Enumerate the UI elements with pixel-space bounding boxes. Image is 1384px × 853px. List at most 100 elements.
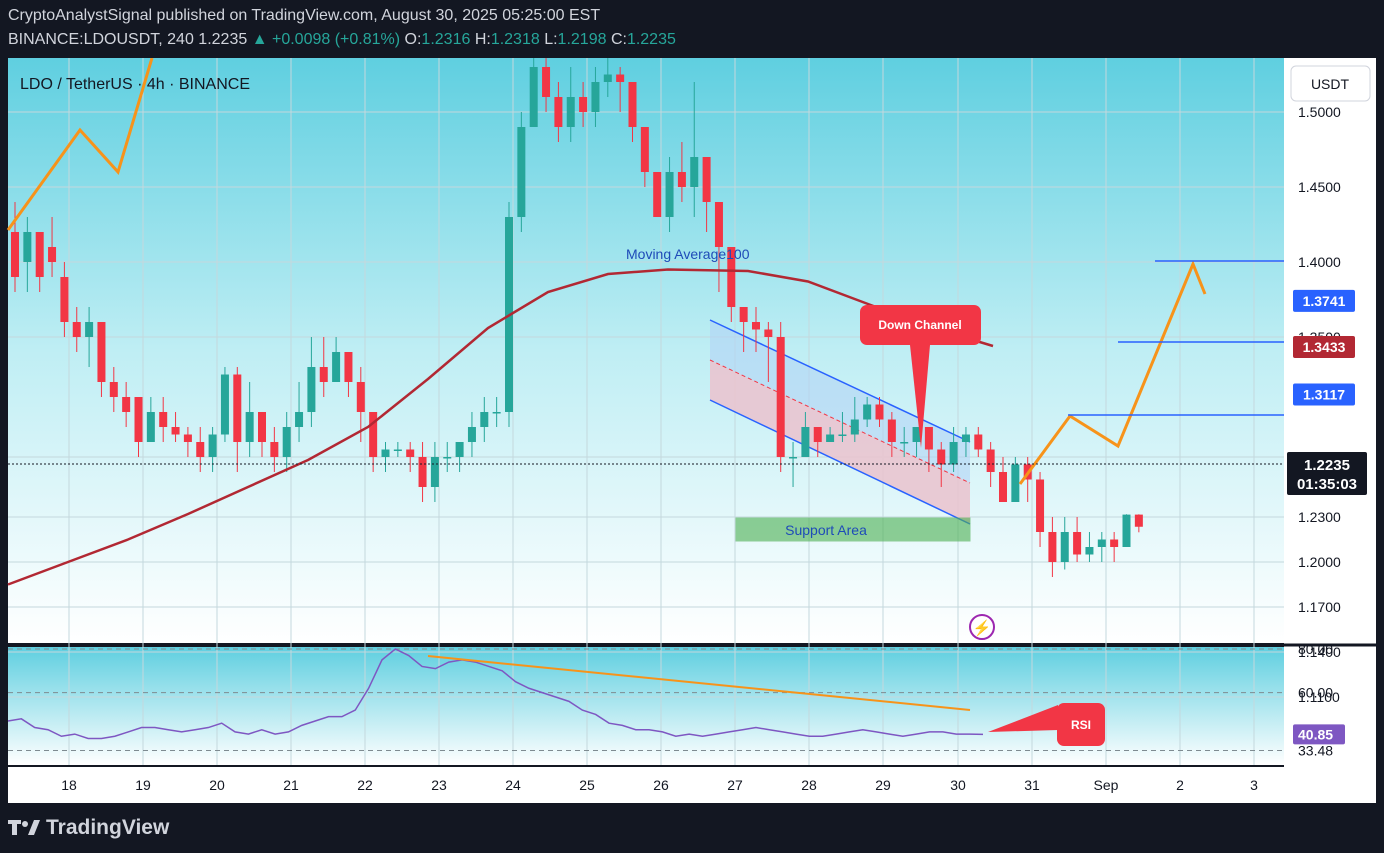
time-axis-label: 29	[875, 777, 891, 793]
historical-path-line[interactable]	[6, 57, 154, 231]
candle-body	[949, 442, 958, 465]
candle-body	[714, 202, 723, 247]
candle-body	[319, 367, 328, 382]
candle-body	[332, 352, 341, 382]
moving-average-line[interactable]	[7, 268, 994, 586]
candle-body	[443, 457, 452, 459]
candle-body	[455, 442, 464, 457]
price-level-label: 1.3117	[1303, 386, 1345, 402]
candle-body	[640, 127, 649, 172]
candle-body	[159, 412, 168, 427]
time-axis-label: 20	[209, 777, 225, 793]
candle-body	[690, 157, 699, 187]
candle-body	[122, 397, 131, 412]
rsi-callout-pointer	[988, 705, 1058, 732]
candle-body	[702, 157, 711, 202]
currency-button[interactable]: USDT	[1290, 65, 1371, 102]
price-tick-label: 1.1700	[1298, 599, 1341, 615]
candle-body	[628, 82, 637, 127]
candle-body	[393, 449, 402, 451]
rsi-tick-label: 80.00	[1298, 641, 1333, 657]
candle-body	[826, 434, 835, 442]
currency-button-box[interactable]	[1290, 65, 1371, 102]
candle-body	[603, 74, 612, 82]
price-level-badge	[1293, 383, 1355, 406]
chart-svg[interactable]: Support Area Moving Average100 Down Chan…	[0, 52, 1384, 803]
time-axis-label: Sep	[1094, 777, 1119, 793]
time-axis-label: 31	[1024, 777, 1040, 793]
candle-body	[109, 382, 118, 397]
time-axis-label: 25	[579, 777, 595, 793]
grid-lines	[8, 58, 1284, 765]
time-axis-label: 19	[135, 777, 151, 793]
projection-path-line[interactable]	[1018, 260, 1207, 485]
support-area-box[interactable]	[735, 517, 971, 542]
time-axis-label: 22	[357, 777, 373, 793]
candle-body	[924, 427, 933, 450]
price-tick-label: 1.1400	[1298, 644, 1341, 660]
rsi-band-lines	[8, 648, 1284, 751]
price-tick-label: 1.1100	[1298, 689, 1340, 705]
candle-body	[875, 404, 884, 420]
tradingview-logo-icon	[8, 820, 40, 835]
time-axis-labels: 18 19 20 21 22 23 24 25 26 27 28 29 30 31 Sep 2 3	[61, 777, 1258, 793]
low-value: 1.2198	[557, 31, 607, 48]
candle-body	[134, 397, 143, 442]
chart-area[interactable]: Support Area Moving Average100 Down Chan…	[0, 52, 1384, 803]
candle-body	[1048, 532, 1057, 562]
down-channel-mid-line	[709, 359, 971, 484]
down-channel-callout-pointer	[910, 345, 930, 448]
time-axis-label: 28	[801, 777, 817, 793]
time-axis-label: 2	[1176, 777, 1184, 793]
time-axis-label: 21	[283, 777, 299, 793]
candle-body	[653, 172, 662, 217]
candle-body	[801, 427, 810, 457]
down-channel-lower-line[interactable]	[709, 399, 971, 525]
candle-body	[1036, 479, 1045, 532]
rsi-line[interactable]	[7, 648, 984, 740]
close-label: C:	[610, 31, 627, 48]
close-value: 1.2235	[626, 31, 676, 48]
candle-body	[554, 97, 563, 127]
rsi-callout-box[interactable]	[1057, 703, 1105, 746]
candle-body	[974, 434, 983, 450]
candle-body	[344, 352, 353, 382]
down-channel-callout-box[interactable]	[860, 305, 981, 345]
candle-body	[23, 232, 32, 262]
support-area-label: Support Area	[785, 522, 867, 538]
candle-body	[60, 277, 69, 322]
down-channel-callout[interactable]: Down Channel	[860, 305, 981, 448]
chart-legend-title: LDO / TetherUS · 4h · BINANCE	[20, 76, 250, 93]
candle-body	[369, 412, 378, 457]
candle-body	[11, 232, 19, 277]
time-axis-label: 23	[431, 777, 447, 793]
candle-body	[542, 67, 551, 97]
price-tick-label: 1.4000	[1298, 254, 1341, 270]
lightning-circle[interactable]	[969, 614, 995, 640]
down-channel-upper-line[interactable]	[709, 319, 971, 443]
candle-body	[579, 97, 588, 112]
tradingview-logo[interactable]: TradingView	[8, 816, 169, 840]
candle-body	[146, 412, 155, 442]
candle-body	[863, 404, 872, 420]
candle-body	[789, 457, 798, 459]
rsi-divergence-line[interactable]	[427, 655, 971, 711]
symbol-info: BINANCE:LDOUSDT, 240 1.2235 ▲ +0.0098 (+…	[8, 31, 676, 49]
time-axis-label: 26	[653, 777, 669, 793]
candle-body	[282, 427, 291, 457]
price-level-label: 1.3741	[1303, 293, 1346, 309]
up-triangle-icon: ▲	[251, 31, 268, 48]
candle-body	[999, 472, 1007, 502]
moving-average-label: Moving Average100	[626, 246, 750, 262]
symbol-name[interactable]: BINANCE:LDOUSDT, 240	[8, 31, 194, 48]
current-price-text: 1.2235	[1304, 457, 1350, 474]
candle-body	[270, 442, 279, 457]
rsi-callout[interactable]: RSI	[988, 703, 1105, 746]
lightning-icon: ⚡	[973, 619, 992, 637]
lightning-badge[interactable]: ⚡	[969, 614, 995, 640]
candle-body	[752, 322, 760, 330]
candle-body	[1134, 514, 1143, 527]
candle-body	[245, 412, 254, 442]
candle-body	[677, 172, 686, 187]
